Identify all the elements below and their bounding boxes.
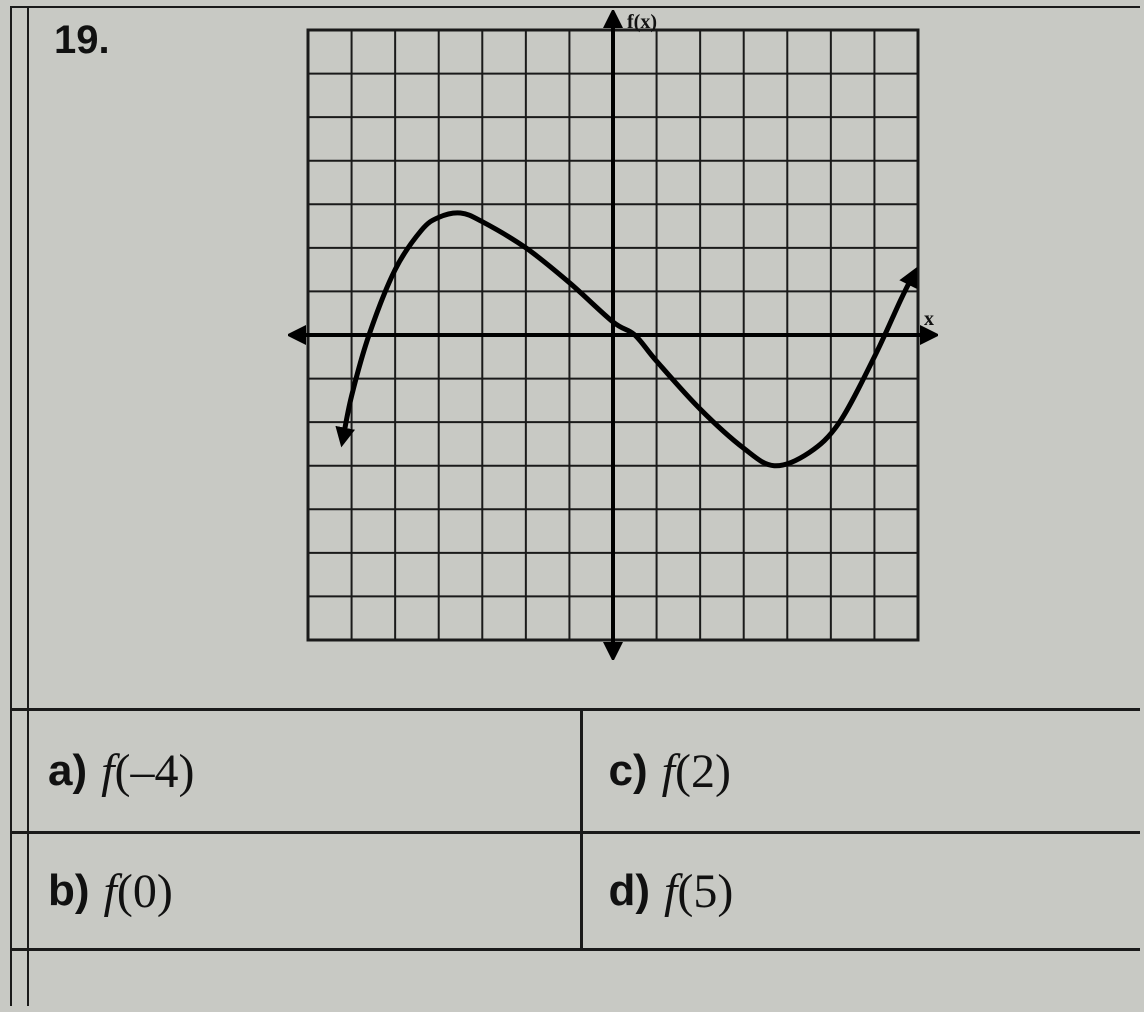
answer-row: a) f(–4) c) f(2) [10,711,1140,831]
worksheet-page: 19. f(x)x a) f(–4) c) f(2) b) f(0) [0,0,1144,1012]
func-arg: (–4) [114,745,194,798]
svg-text:x: x [924,308,934,330]
answer-cell-c: c) f(2) [583,711,1141,831]
graph-svg: f(x) x [288,10,938,660]
func-arg: (5) [677,865,733,918]
func-letter: f [664,865,677,918]
func-arg: (2) [675,745,731,798]
answer-cell-a: a) f(–4) [10,711,583,831]
graph: f(x) x [288,10,938,660]
answer-letter: b) [48,866,90,916]
answer-letter: a) [48,746,87,796]
answer-expr: f(2) [662,744,731,799]
answer-expr: f(5) [664,864,733,919]
answer-letter: c) [609,746,648,796]
svg-text:f(x): f(x) [627,11,657,33]
answer-expr: f(0) [104,864,173,919]
func-letter: f [662,745,675,798]
answer-expr: f(–4) [101,744,194,799]
answer-cell-b: b) f(0) [10,834,583,948]
answer-letter: d) [609,866,651,916]
func-arg: (0) [117,865,173,918]
answer-row: b) f(0) d) f(5) [10,831,1140,951]
func-letter: f [104,865,117,918]
func-letter: f [101,745,114,798]
answer-grid: a) f(–4) c) f(2) b) f(0) d) [10,708,1140,951]
top-border [10,6,1140,8]
question-number: 19. [54,18,110,63]
answer-cell-d: d) f(5) [583,834,1141,948]
